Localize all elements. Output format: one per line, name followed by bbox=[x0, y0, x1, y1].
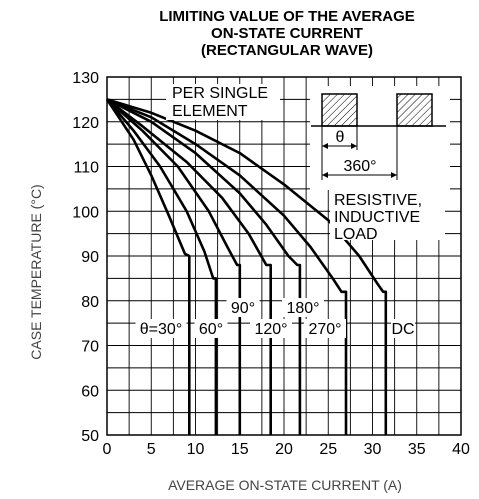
per-element-label-bg bbox=[166, 84, 280, 120]
plot-frame bbox=[106, 76, 462, 436]
y-tick-label: 90 bbox=[81, 249, 99, 266]
series-label-bg bbox=[304, 319, 346, 338]
series-label: DC bbox=[391, 321, 414, 338]
x-tick-label: 25 bbox=[319, 441, 337, 458]
period-label: 360° bbox=[343, 158, 376, 175]
series-label: 180° bbox=[286, 300, 319, 317]
x-tick-label: 35 bbox=[408, 441, 426, 458]
series-label-bg bbox=[194, 319, 228, 338]
series-label-bg bbox=[282, 298, 324, 317]
y-tick-label: 80 bbox=[81, 294, 99, 311]
series-label: 270° bbox=[308, 321, 341, 338]
x-tick-label: 20 bbox=[275, 441, 293, 458]
y-tick-label: 100 bbox=[72, 204, 99, 221]
chart-title-line-2: ON-STATE CURRENT bbox=[211, 25, 363, 42]
theta-label: θ bbox=[336, 129, 345, 146]
y-tick-label: 50 bbox=[81, 428, 99, 445]
x-tick-label: 10 bbox=[187, 441, 205, 458]
y-tick-label: 70 bbox=[81, 339, 99, 356]
series-line bbox=[106, 98, 302, 435]
load-label: INDUCTIVE bbox=[334, 209, 420, 226]
per-element-label: PER SINGLE bbox=[172, 85, 268, 102]
chart-title-line-1: LIMITING VALUE OF THE AVERAGE bbox=[159, 8, 415, 25]
y-tick-label: 60 bbox=[81, 383, 99, 400]
pulse-2-shape bbox=[396, 93, 433, 127]
load-label: RESISTIVE, bbox=[334, 192, 422, 209]
x-axis-label: AVERAGE ON-STATE CURRENT (A) bbox=[168, 477, 402, 493]
y-tick-label: 110 bbox=[73, 160, 99, 177]
series-label-bg bbox=[135, 319, 187, 338]
curve-labels: θ=30° 60° 90° 120° 180° 270° DC PER SINGLEELEME… bbox=[135, 84, 450, 338]
series-label: θ=30° bbox=[140, 321, 182, 338]
series-label-bg bbox=[250, 319, 292, 338]
pulse-1-shape bbox=[321, 93, 358, 127]
per-element-label: ELEMENT bbox=[172, 103, 248, 120]
y-tick-label: 120 bbox=[72, 115, 99, 132]
y-axis-label: CASE TEMPERATURE (°C) bbox=[28, 184, 44, 359]
data-curves bbox=[105, 98, 388, 435]
series-label: 90° bbox=[231, 300, 255, 317]
x-tick-label: 5 bbox=[147, 441, 156, 458]
y-tick-label: 130 bbox=[72, 70, 99, 87]
series-label: 60° bbox=[199, 321, 223, 338]
chart-title-line-3: (RECTANGULAR WAVE) bbox=[201, 42, 373, 59]
x-tick-label: 15 bbox=[231, 441, 249, 458]
chart-title: LIMITING VALUE OF THE AVERAGE ON-STATE C… bbox=[92, 8, 479, 59]
series-label-bg bbox=[391, 319, 415, 338]
x-tick-label: 40 bbox=[452, 441, 470, 458]
series-line bbox=[105, 98, 191, 435]
series-line bbox=[106, 98, 388, 435]
load-label-bg bbox=[330, 188, 445, 240]
x-tick-label: 30 bbox=[364, 441, 382, 458]
series-line bbox=[106, 98, 348, 435]
series-label-bg bbox=[226, 298, 260, 317]
load-label: LOAD bbox=[334, 226, 378, 243]
series-label: 120° bbox=[254, 321, 287, 338]
x-tick-label: 0 bbox=[103, 441, 112, 458]
series-line bbox=[106, 98, 242, 435]
tick-labels: 0 5 10 15 20 25 30 35 40 50 60 70 80 90 100 110 120 130 bbox=[72, 70, 470, 458]
series-line bbox=[106, 98, 272, 435]
series-line bbox=[106, 98, 218, 435]
